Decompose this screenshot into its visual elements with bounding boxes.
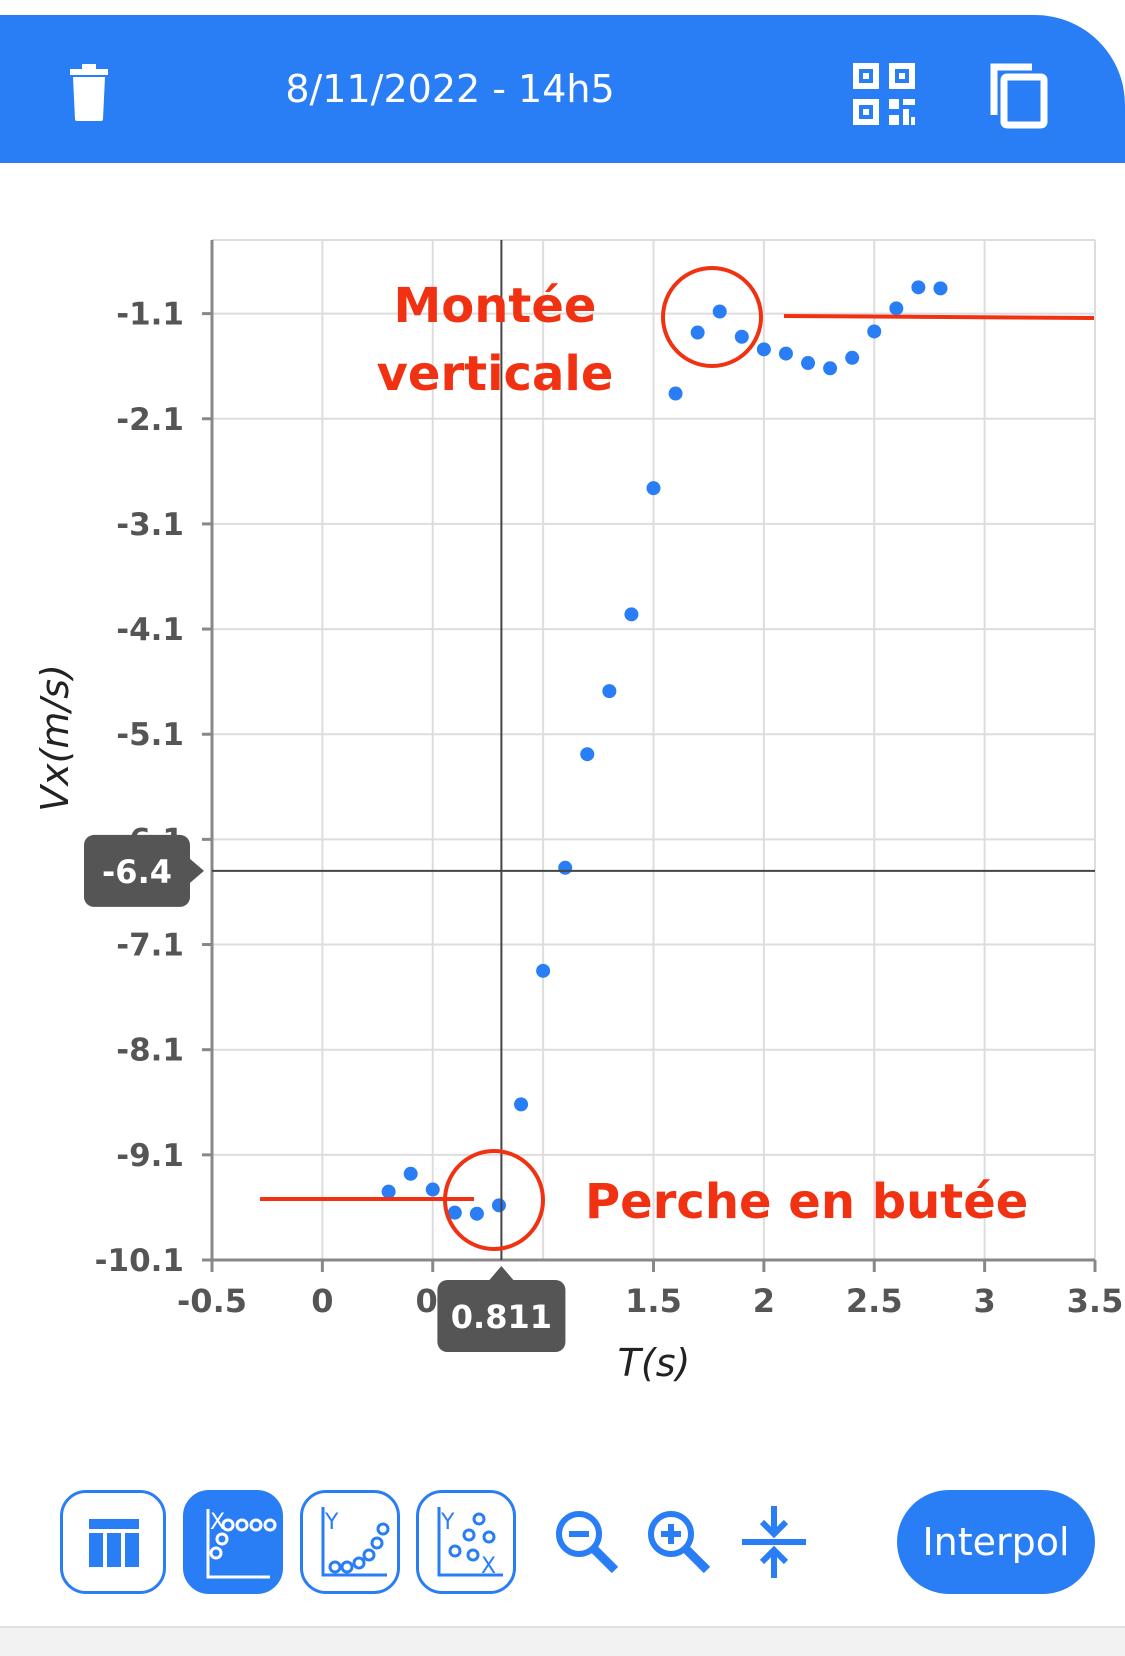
chart-axes	[202, 240, 1097, 1272]
x-axis-label: T(s)	[618, 1341, 691, 1385]
data-point[interactable]	[867, 324, 882, 339]
y-tick-label: -4.1	[116, 612, 184, 648]
copy-icon[interactable]	[980, 55, 1060, 135]
scatter-xy-icon: Y X	[437, 1507, 503, 1579]
data-point[interactable]	[602, 684, 617, 699]
y-tick-label: -5.1	[116, 717, 184, 753]
y-tick-label: -9.1	[116, 1138, 184, 1174]
data-point[interactable]	[712, 304, 727, 319]
x-tick-label: 2	[753, 1282, 775, 1320]
svg-text:X: X	[481, 1554, 496, 1579]
data-point[interactable]	[801, 356, 816, 371]
x-tick-label: 0	[311, 1282, 333, 1320]
interpol-button[interactable]: Interpol	[897, 1490, 1095, 1594]
data-point[interactable]	[381, 1184, 396, 1199]
data-point[interactable]	[911, 280, 926, 295]
data-point[interactable]	[514, 1097, 529, 1112]
data-point[interactable]	[447, 1205, 462, 1220]
svg-text:X: X	[210, 1510, 225, 1535]
y-tick-label: -10.1	[95, 1243, 184, 1279]
data-point[interactable]	[469, 1206, 484, 1221]
qr-code-icon[interactable]	[845, 55, 925, 135]
scatter-x-button[interactable]: X	[183, 1490, 283, 1594]
x-tick-label: 2.5	[846, 1282, 903, 1320]
data-point[interactable]	[425, 1182, 440, 1197]
y-tick-label: -8.1	[116, 1033, 184, 1069]
zoom-in-icon[interactable]	[637, 1500, 721, 1584]
chart-grid	[211, 239, 1096, 1261]
x-tick-label: -0.5	[177, 1282, 247, 1320]
data-point[interactable]	[734, 329, 749, 344]
compress-icon[interactable]	[732, 1500, 816, 1584]
crosshair-x-badge-pointer	[489, 1266, 514, 1280]
data-point[interactable]	[403, 1166, 418, 1181]
x-tick-label: 3	[973, 1282, 995, 1320]
data-point[interactable]	[536, 963, 551, 978]
y-tick-label: -2.1	[116, 402, 184, 438]
annotations: Montée verticale Perche en butée	[260, 266, 1095, 1251]
annotation-perche: Perche en butée	[585, 1174, 1028, 1230]
y-axis-label: Vx(m/s)	[33, 664, 77, 812]
data-point[interactable]	[778, 346, 793, 361]
x-tick-label: 3.5	[1067, 1282, 1124, 1320]
y-tick-label: -7.1	[116, 928, 184, 964]
crosshair-x-value: 0.811	[451, 1298, 552, 1336]
scatter-x-icon: X	[206, 1509, 277, 1579]
crosshair-y-badge	[84, 834, 190, 907]
trash-icon[interactable]	[50, 55, 130, 135]
data-point[interactable]	[624, 607, 639, 622]
annotation-circle-top	[661, 266, 763, 368]
y-tick-label: -1.1	[116, 297, 184, 333]
data-point[interactable]	[690, 325, 705, 340]
crosshair-y-badge-pointer	[190, 858, 204, 883]
annotation-montee-line2: verticale	[377, 346, 614, 402]
annotation-line-top	[783, 314, 1095, 320]
data-point[interactable]	[889, 301, 904, 316]
data-point[interactable]	[558, 860, 573, 875]
data-point[interactable]	[823, 361, 838, 376]
footer-strip	[0, 1626, 1125, 1656]
data-point[interactable]	[756, 342, 771, 357]
scatter-xy-button[interactable]: Y X	[416, 1490, 516, 1594]
data-point[interactable]	[845, 350, 860, 365]
top-app-bar: 8/11/2022 - 14h5	[0, 15, 1125, 163]
data-point[interactable]	[580, 747, 595, 762]
session-title: 8/11/2022 - 14h5	[285, 67, 615, 111]
data-point[interactable]	[933, 281, 948, 296]
annotation-montee-line1: Montée	[394, 278, 597, 334]
y-tick-label: -3.1	[116, 507, 184, 543]
data-points	[381, 280, 948, 1221]
crosshair-y-value: -6.4	[102, 853, 172, 891]
table-view-button[interactable]	[60, 1490, 166, 1594]
scatter-y-button[interactable]: Y	[300, 1490, 400, 1594]
scatter-chart[interactable]: -0.500.1.522.533.5-1.1-2.1-3.1-4.1-5.1-6…	[0, 0, 1125, 1420]
data-point[interactable]	[668, 386, 683, 401]
data-point[interactable]	[646, 481, 661, 496]
crosshair: -6.4 0.811	[84, 240, 1095, 1352]
crosshair-x-badge	[437, 1280, 566, 1352]
zoom-out-icon[interactable]	[545, 1500, 629, 1584]
svg-text:Y: Y	[440, 1510, 455, 1535]
tick-labels: -0.500.1.522.533.5-1.1-2.1-3.1-4.1-5.1-6…	[95, 297, 1124, 1320]
scatter-y-icon: Y	[321, 1507, 390, 1577]
data-point[interactable]	[491, 1198, 506, 1213]
svg-text:Y: Y	[324, 1510, 339, 1535]
table-icon	[89, 1519, 139, 1567]
x-tick-label: 1.5	[625, 1282, 682, 1320]
